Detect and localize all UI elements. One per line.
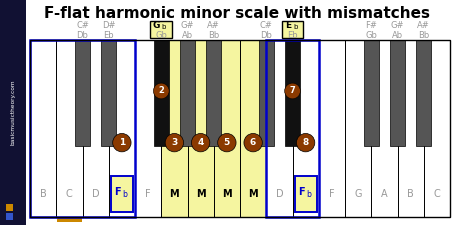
Bar xyxy=(240,40,266,217)
Bar xyxy=(345,40,371,217)
Text: M: M xyxy=(248,189,258,199)
Text: Bb: Bb xyxy=(418,31,429,40)
Text: A: A xyxy=(381,189,388,199)
Text: F#: F# xyxy=(365,22,377,31)
Text: 3: 3 xyxy=(171,138,178,147)
Text: C#: C# xyxy=(260,22,273,31)
Bar xyxy=(266,40,319,217)
Bar xyxy=(416,40,431,146)
Bar xyxy=(101,40,116,146)
Text: F-flat harmonic minor scale with mismatches: F-flat harmonic minor scale with mismatc… xyxy=(44,6,430,21)
Text: F: F xyxy=(329,189,335,199)
Bar xyxy=(371,40,398,217)
Text: G#: G# xyxy=(391,22,404,31)
Bar xyxy=(180,40,195,146)
Text: A#: A# xyxy=(417,22,430,31)
Bar xyxy=(57,218,82,222)
Text: F: F xyxy=(298,187,305,197)
Text: C: C xyxy=(434,189,440,199)
Bar xyxy=(364,40,379,146)
Bar xyxy=(161,40,188,217)
Text: 5: 5 xyxy=(224,138,230,147)
Bar xyxy=(135,40,161,217)
Text: D: D xyxy=(276,189,283,199)
Bar xyxy=(206,40,222,146)
Text: G#: G# xyxy=(181,22,194,31)
Bar xyxy=(266,40,292,217)
Text: Gb: Gb xyxy=(365,31,377,40)
Text: G: G xyxy=(153,20,160,29)
Text: M: M xyxy=(169,189,179,199)
Text: M: M xyxy=(196,189,206,199)
Circle shape xyxy=(165,133,183,152)
Text: Ab: Ab xyxy=(392,31,403,40)
Bar xyxy=(150,21,172,38)
Text: 2: 2 xyxy=(158,86,164,95)
Bar xyxy=(285,40,300,146)
Text: b: b xyxy=(123,191,127,200)
Bar xyxy=(6,204,13,211)
Text: B: B xyxy=(407,189,414,199)
Circle shape xyxy=(113,133,131,152)
Bar xyxy=(30,40,135,217)
Circle shape xyxy=(285,83,301,99)
Text: Ab: Ab xyxy=(182,31,193,40)
Bar xyxy=(319,40,345,217)
Bar xyxy=(214,40,240,217)
Text: B: B xyxy=(40,189,46,199)
Bar xyxy=(292,40,319,217)
Bar xyxy=(259,40,274,146)
Bar xyxy=(111,176,133,212)
Text: basicmusictheory.com: basicmusictheory.com xyxy=(10,80,15,145)
Bar xyxy=(282,21,303,38)
Text: b: b xyxy=(306,191,311,200)
Text: 8: 8 xyxy=(302,138,309,147)
Bar xyxy=(295,176,316,212)
Circle shape xyxy=(192,133,210,152)
Bar xyxy=(6,213,13,220)
Text: C#: C# xyxy=(76,22,89,31)
Text: 4: 4 xyxy=(197,138,204,147)
Text: 1: 1 xyxy=(119,138,125,147)
Text: Db: Db xyxy=(260,31,272,40)
Bar xyxy=(75,40,90,146)
Text: Eb: Eb xyxy=(287,31,298,40)
Bar xyxy=(30,40,450,217)
Text: C: C xyxy=(66,189,73,199)
Circle shape xyxy=(244,133,262,152)
Text: Bb: Bb xyxy=(208,31,219,40)
Bar xyxy=(109,40,135,217)
Bar xyxy=(390,40,405,146)
Text: b: b xyxy=(162,24,166,30)
Text: 6: 6 xyxy=(250,138,256,147)
Text: E: E xyxy=(286,20,291,29)
Circle shape xyxy=(217,133,236,152)
Bar xyxy=(83,40,109,217)
Bar xyxy=(424,40,450,217)
Bar xyxy=(0,0,26,225)
Bar xyxy=(398,40,424,217)
Bar xyxy=(153,40,169,146)
Text: G: G xyxy=(355,189,362,199)
Text: F: F xyxy=(114,187,121,197)
Text: b: b xyxy=(293,24,297,30)
Bar xyxy=(188,40,214,217)
Bar xyxy=(56,40,83,217)
Text: Gb: Gb xyxy=(155,31,167,40)
Text: M: M xyxy=(222,189,232,199)
Text: A#: A# xyxy=(207,22,220,31)
Text: D#: D# xyxy=(102,22,115,31)
Text: Eb: Eb xyxy=(104,31,114,40)
Circle shape xyxy=(296,133,315,152)
Text: D: D xyxy=(92,189,99,199)
Text: 7: 7 xyxy=(290,86,296,95)
Text: Db: Db xyxy=(77,31,89,40)
Bar xyxy=(30,40,56,217)
Text: F: F xyxy=(145,189,151,199)
Circle shape xyxy=(153,83,169,99)
